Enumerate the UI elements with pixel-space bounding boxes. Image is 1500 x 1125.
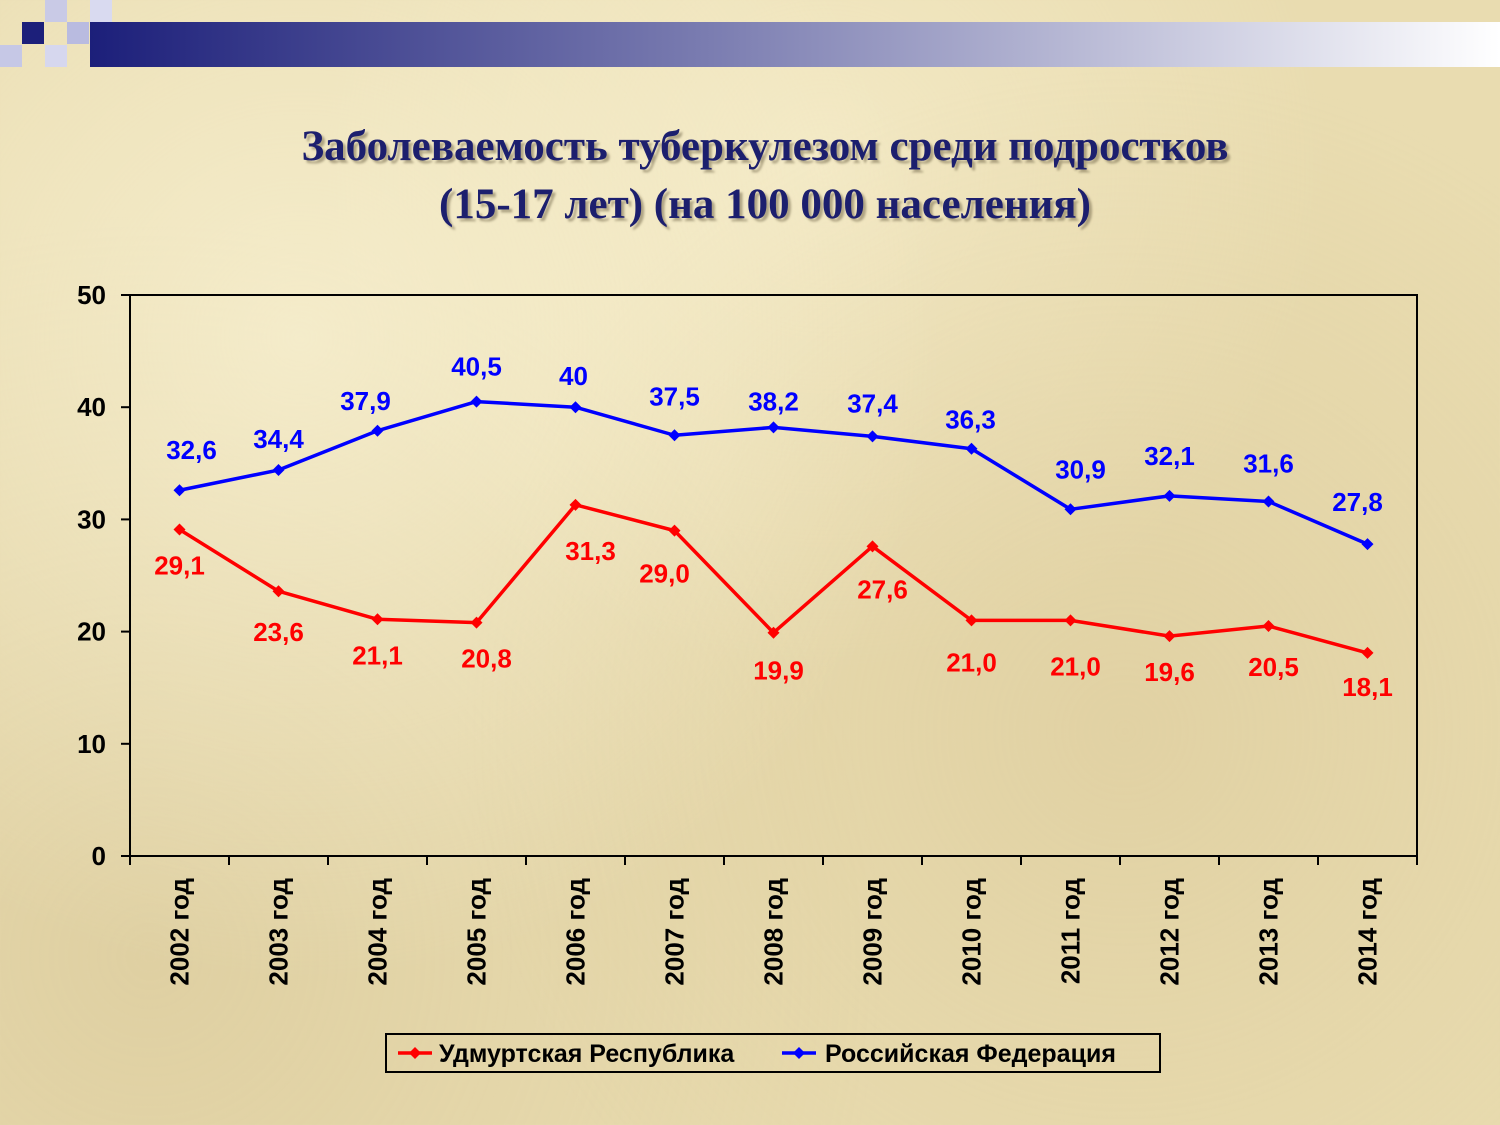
data-label-russia: 38,2 <box>748 386 799 416</box>
data-label-russia: 32,1 <box>1144 441 1195 471</box>
data-point-russia <box>1361 538 1374 551</box>
data-point-udmurt <box>1262 619 1275 632</box>
data-point-russia <box>1064 503 1077 516</box>
x-tick-label: 2002 год <box>165 878 195 986</box>
x-tick-label: 2005 год <box>462 878 492 986</box>
data-point-russia <box>470 395 483 408</box>
x-tick-label: 2006 год <box>561 878 591 986</box>
data-point-russia <box>569 401 582 414</box>
x-tick-label: 2004 год <box>363 878 393 986</box>
data-label-russia: 36,3 <box>945 405 996 435</box>
data-label-russia: 40,5 <box>451 352 502 382</box>
data-point-russia <box>1163 489 1176 502</box>
slide-title-line-1: Заболеваемость туберкулезом среди подрос… <box>301 123 1229 170</box>
y-tick-label: 30 <box>77 504 106 534</box>
data-point-russia <box>767 421 780 434</box>
y-tick-label: 10 <box>77 729 106 759</box>
data-point-udmurt <box>1361 646 1374 659</box>
data-label-russia: 37,5 <box>649 381 700 411</box>
y-tick-label: 40 <box>77 392 106 422</box>
data-label-udmurt: 31,3 <box>565 536 616 566</box>
data-point-russia <box>272 464 285 477</box>
data-label-russia: 30,9 <box>1055 454 1106 484</box>
header-square-light-3 <box>45 45 67 67</box>
data-label-russia: 32,6 <box>166 435 217 465</box>
data-label-udmurt: 29,0 <box>639 559 690 589</box>
x-tick-label: 2007 год <box>660 878 690 986</box>
header-square-light-2 <box>67 22 89 44</box>
data-point-udmurt <box>1163 630 1176 643</box>
data-label-udmurt: 21,0 <box>1050 651 1101 681</box>
data-label-udmurt: 23,6 <box>253 617 304 647</box>
header-square-light-4 <box>0 45 22 67</box>
data-label-udmurt: 19,6 <box>1144 657 1195 687</box>
legend-marker-russia <box>793 1047 805 1059</box>
data-label-udmurt: 20,8 <box>461 644 512 674</box>
data-point-udmurt <box>569 498 582 511</box>
data-point-udmurt <box>173 523 186 536</box>
header-square-light-1 <box>45 0 67 22</box>
x-tick-label: 2011 год <box>1056 878 1086 985</box>
y-tick-label: 20 <box>77 617 106 647</box>
legend-box <box>385 1033 1161 1073</box>
data-point-udmurt <box>668 524 681 537</box>
data-label-russia: 27,8 <box>1332 487 1383 517</box>
header-decoration <box>0 0 1500 67</box>
x-tick-label: 2013 год <box>1254 878 1284 986</box>
data-label-russia: 34,4 <box>253 424 304 454</box>
data-point-udmurt <box>371 613 384 626</box>
data-point-udmurt <box>767 626 780 639</box>
legend-marker-udmurt <box>409 1047 421 1059</box>
data-point-udmurt <box>965 614 978 627</box>
data-point-russia <box>371 424 384 437</box>
x-tick-label: 2010 год <box>957 878 987 986</box>
data-label-udmurt: 27,6 <box>857 574 908 604</box>
header-gradient-bar <box>90 22 1500 67</box>
data-point-russia <box>965 442 978 455</box>
slide-title: Заболеваемость туберкулезом среди подрос… <box>0 118 1500 234</box>
x-tick-label: 2009 год <box>858 878 888 986</box>
x-tick-label: 2012 год <box>1155 878 1185 986</box>
x-tick-label: 2008 год <box>759 878 789 986</box>
slide-title-line-2: (15-17 лет) (на 100 000 населения) <box>439 181 1091 228</box>
data-label-russia: 40 <box>559 361 588 391</box>
data-label-udmurt: 21,0 <box>946 647 997 677</box>
data-point-udmurt <box>272 585 285 598</box>
legend-label-udmurt: Удмуртская Республика <box>439 1040 735 1068</box>
data-label-udmurt: 20,5 <box>1248 652 1299 682</box>
header-square-light-5 <box>90 0 112 22</box>
data-label-russia: 37,4 <box>847 388 898 418</box>
x-tick-label: 2003 год <box>264 878 294 986</box>
data-label-udmurt: 21,1 <box>352 640 403 670</box>
data-point-russia <box>866 430 879 443</box>
data-point-udmurt <box>470 616 483 629</box>
data-label-udmurt: 19,9 <box>753 656 804 686</box>
data-point-udmurt <box>1064 614 1077 627</box>
x-tick-label: 2014 год <box>1353 878 1383 986</box>
data-point-russia <box>173 484 186 497</box>
plot-area <box>129 294 1418 857</box>
legend-label-russia: Российская Федерация <box>825 1040 1116 1068</box>
data-label-russia: 37,9 <box>340 386 391 416</box>
y-tick-label: 50 <box>77 280 106 310</box>
data-label-russia: 31,6 <box>1243 448 1294 478</box>
data-point-russia <box>668 429 681 442</box>
data-point-udmurt <box>866 540 879 553</box>
data-label-udmurt: 18,1 <box>1342 672 1393 702</box>
data-point-russia <box>1262 495 1275 508</box>
header-square-dark <box>22 22 44 44</box>
y-tick-label: 0 <box>92 841 106 871</box>
data-label-udmurt: 29,1 <box>154 550 205 580</box>
